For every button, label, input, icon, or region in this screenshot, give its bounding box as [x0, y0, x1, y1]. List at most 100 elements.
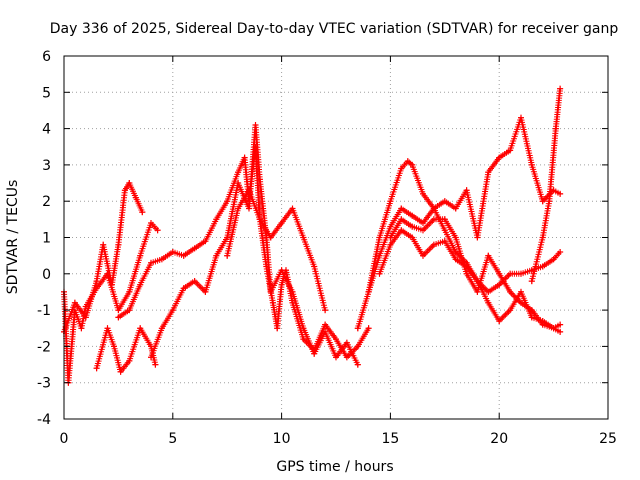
data-point	[148, 354, 154, 361]
data-point	[126, 288, 133, 295]
data-point	[191, 278, 198, 285]
series-trace-11	[528, 85, 564, 285]
data-point	[354, 343, 361, 350]
data-point	[104, 325, 111, 332]
y-tick-label: 1	[42, 231, 51, 247]
data-point	[518, 114, 524, 121]
data-point	[71, 307, 78, 314]
y-tick-label: -1	[37, 303, 51, 319]
data-point	[202, 238, 209, 245]
data-point	[246, 205, 252, 212]
data-point	[311, 263, 318, 270]
data-point	[365, 288, 372, 295]
data-point	[235, 180, 242, 186]
data-point	[550, 187, 557, 194]
data-point	[202, 288, 209, 295]
data-point	[485, 299, 492, 306]
data-point	[111, 343, 117, 350]
data-point	[485, 288, 492, 295]
x-tick-label: 25	[599, 431, 617, 447]
data-point	[126, 180, 133, 186]
data-point	[126, 307, 133, 314]
data-point	[115, 307, 122, 314]
data-point	[409, 212, 416, 219]
data-point	[300, 234, 307, 241]
data-point	[557, 85, 564, 92]
data-point	[387, 234, 394, 241]
data-point	[191, 245, 198, 252]
data-point	[518, 270, 524, 277]
data-point	[528, 278, 535, 285]
data-point	[463, 187, 470, 194]
y-tick-label: -2	[37, 339, 51, 355]
data-point	[365, 325, 372, 332]
data-point	[137, 252, 144, 259]
series-markers	[224, 187, 329, 314]
data-point	[169, 249, 176, 255]
data-point	[78, 325, 85, 332]
data-point	[93, 365, 100, 372]
data-point	[528, 161, 535, 168]
data-point	[398, 205, 405, 212]
data-point	[539, 321, 546, 328]
data-point	[333, 336, 339, 343]
data-point	[518, 299, 524, 306]
data-point	[269, 299, 276, 306]
data-point	[289, 205, 296, 212]
series-trace-4	[115, 143, 372, 361]
data-point	[496, 281, 503, 288]
data-point	[398, 227, 405, 234]
data-point	[278, 220, 285, 226]
data-point	[474, 288, 481, 295]
data-point	[404, 158, 411, 165]
data-point	[115, 314, 122, 321]
data-point	[552, 125, 559, 132]
y-tick-label: 5	[42, 85, 51, 101]
data-point	[507, 288, 514, 295]
data-point	[121, 187, 128, 194]
y-tick-label: 0	[42, 267, 51, 283]
data-point	[278, 267, 285, 274]
data-point	[550, 325, 557, 332]
data-point	[213, 252, 220, 259]
data-point	[398, 165, 405, 172]
data-point	[420, 252, 426, 259]
series-markers	[115, 143, 372, 361]
data-point	[485, 169, 492, 176]
data-point	[452, 205, 459, 212]
x-tick-label: 20	[490, 431, 508, 447]
data-point	[507, 147, 514, 154]
data-point	[376, 270, 383, 277]
data-point	[148, 220, 154, 226]
data-point	[311, 350, 318, 357]
data-point	[441, 198, 448, 205]
data-point	[485, 252, 492, 259]
data-point	[528, 307, 535, 314]
data-point	[376, 234, 383, 241]
y-axis-label: SDTVAR / TECUs	[5, 180, 21, 295]
data-point	[93, 278, 100, 285]
data-point	[148, 259, 154, 266]
y-axis-ticks: -4 -3 -2 -1 0 1 2 3 4 5 6	[37, 49, 608, 428]
data-point	[343, 354, 350, 361]
data-point	[126, 357, 133, 364]
data-point	[256, 216, 263, 223]
data-point	[343, 339, 350, 346]
data-point	[354, 361, 361, 368]
data-point	[507, 307, 514, 314]
x-tick-label: 5	[168, 431, 177, 447]
data-point	[246, 187, 252, 194]
data-point	[300, 325, 307, 332]
y-tick-label: 3	[42, 158, 51, 174]
data-point	[169, 307, 176, 314]
data-point	[409, 234, 416, 241]
chart-title: Day 336 of 2025, Sidereal Day-to-day VTE…	[50, 21, 619, 37]
series-line	[117, 145, 370, 359]
data-series	[61, 85, 564, 386]
data-point	[474, 234, 481, 241]
data-point	[137, 325, 144, 332]
data-point	[152, 361, 159, 368]
data-point	[546, 198, 553, 205]
y-tick-label: 2	[42, 194, 51, 210]
data-point	[452, 249, 459, 255]
